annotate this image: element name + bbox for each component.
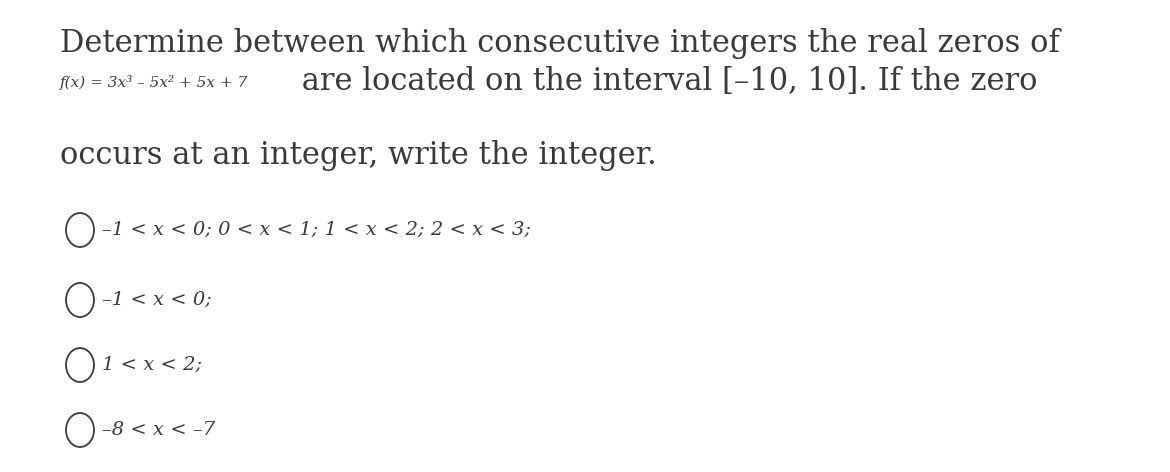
Text: 1 < x < 2;: 1 < x < 2; — [102, 356, 202, 374]
Text: occurs at an integer, write the integer.: occurs at an integer, write the integer. — [60, 140, 656, 171]
Text: f(x) = 3x³ – 5x² + 5x + 7: f(x) = 3x³ – 5x² + 5x + 7 — [60, 75, 248, 90]
Text: –1 < x < 0;: –1 < x < 0; — [102, 291, 212, 309]
Text: are located on the interval [–10, 10]. If the zero: are located on the interval [–10, 10]. I… — [292, 67, 1038, 98]
Text: Determine between which consecutive integers the real zeros of: Determine between which consecutive inte… — [60, 28, 1060, 59]
Text: –1 < x < 0; 0 < x < 1; 1 < x < 2; 2 < x < 3;: –1 < x < 0; 0 < x < 1; 1 < x < 2; 2 < x … — [102, 221, 531, 239]
Text: –8 < x < –7: –8 < x < –7 — [102, 421, 215, 439]
